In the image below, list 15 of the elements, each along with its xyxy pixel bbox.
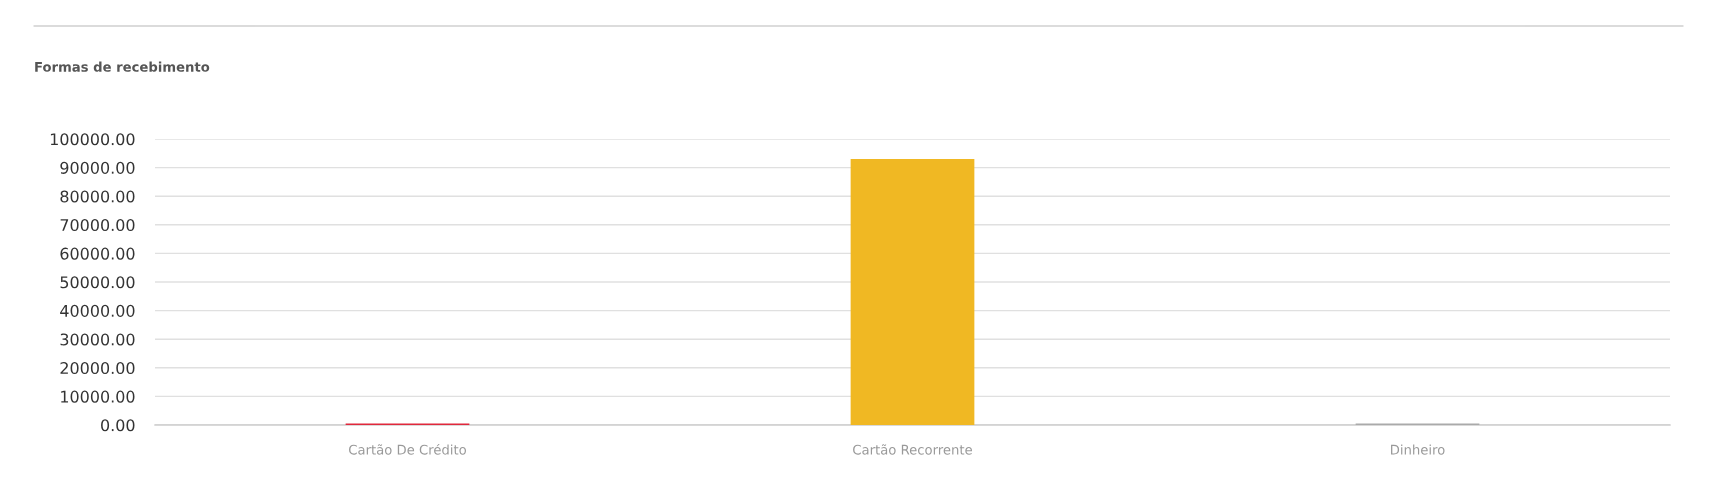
y-tick-label: 100000.00 [50,133,135,146]
x-tick-label: Cartão De Crédito [349,443,467,455]
y-tick-label: 40000.00 [60,304,135,317]
x-tick-label: Dinheiro [1391,444,1445,455]
y-tick-label: 50000.00 [60,276,135,289]
y-tick-label: 80000.00 [60,190,135,203]
x-tick-label: Cartão Recorrente [853,444,972,455]
y-tick-label: 20000.00 [60,362,135,375]
y-tick-label: 60000.00 [60,247,135,260]
y-tick-label: 10000.00 [61,390,135,403]
y-tick-label: 90000.00 [60,161,135,174]
y-tick-label: 30000.00 [60,333,135,346]
y-tick-label: 70000.00 [60,219,135,232]
y-tick-label: 0.00 [101,419,135,432]
chart-title: Formas de recebimento [35,61,210,72]
